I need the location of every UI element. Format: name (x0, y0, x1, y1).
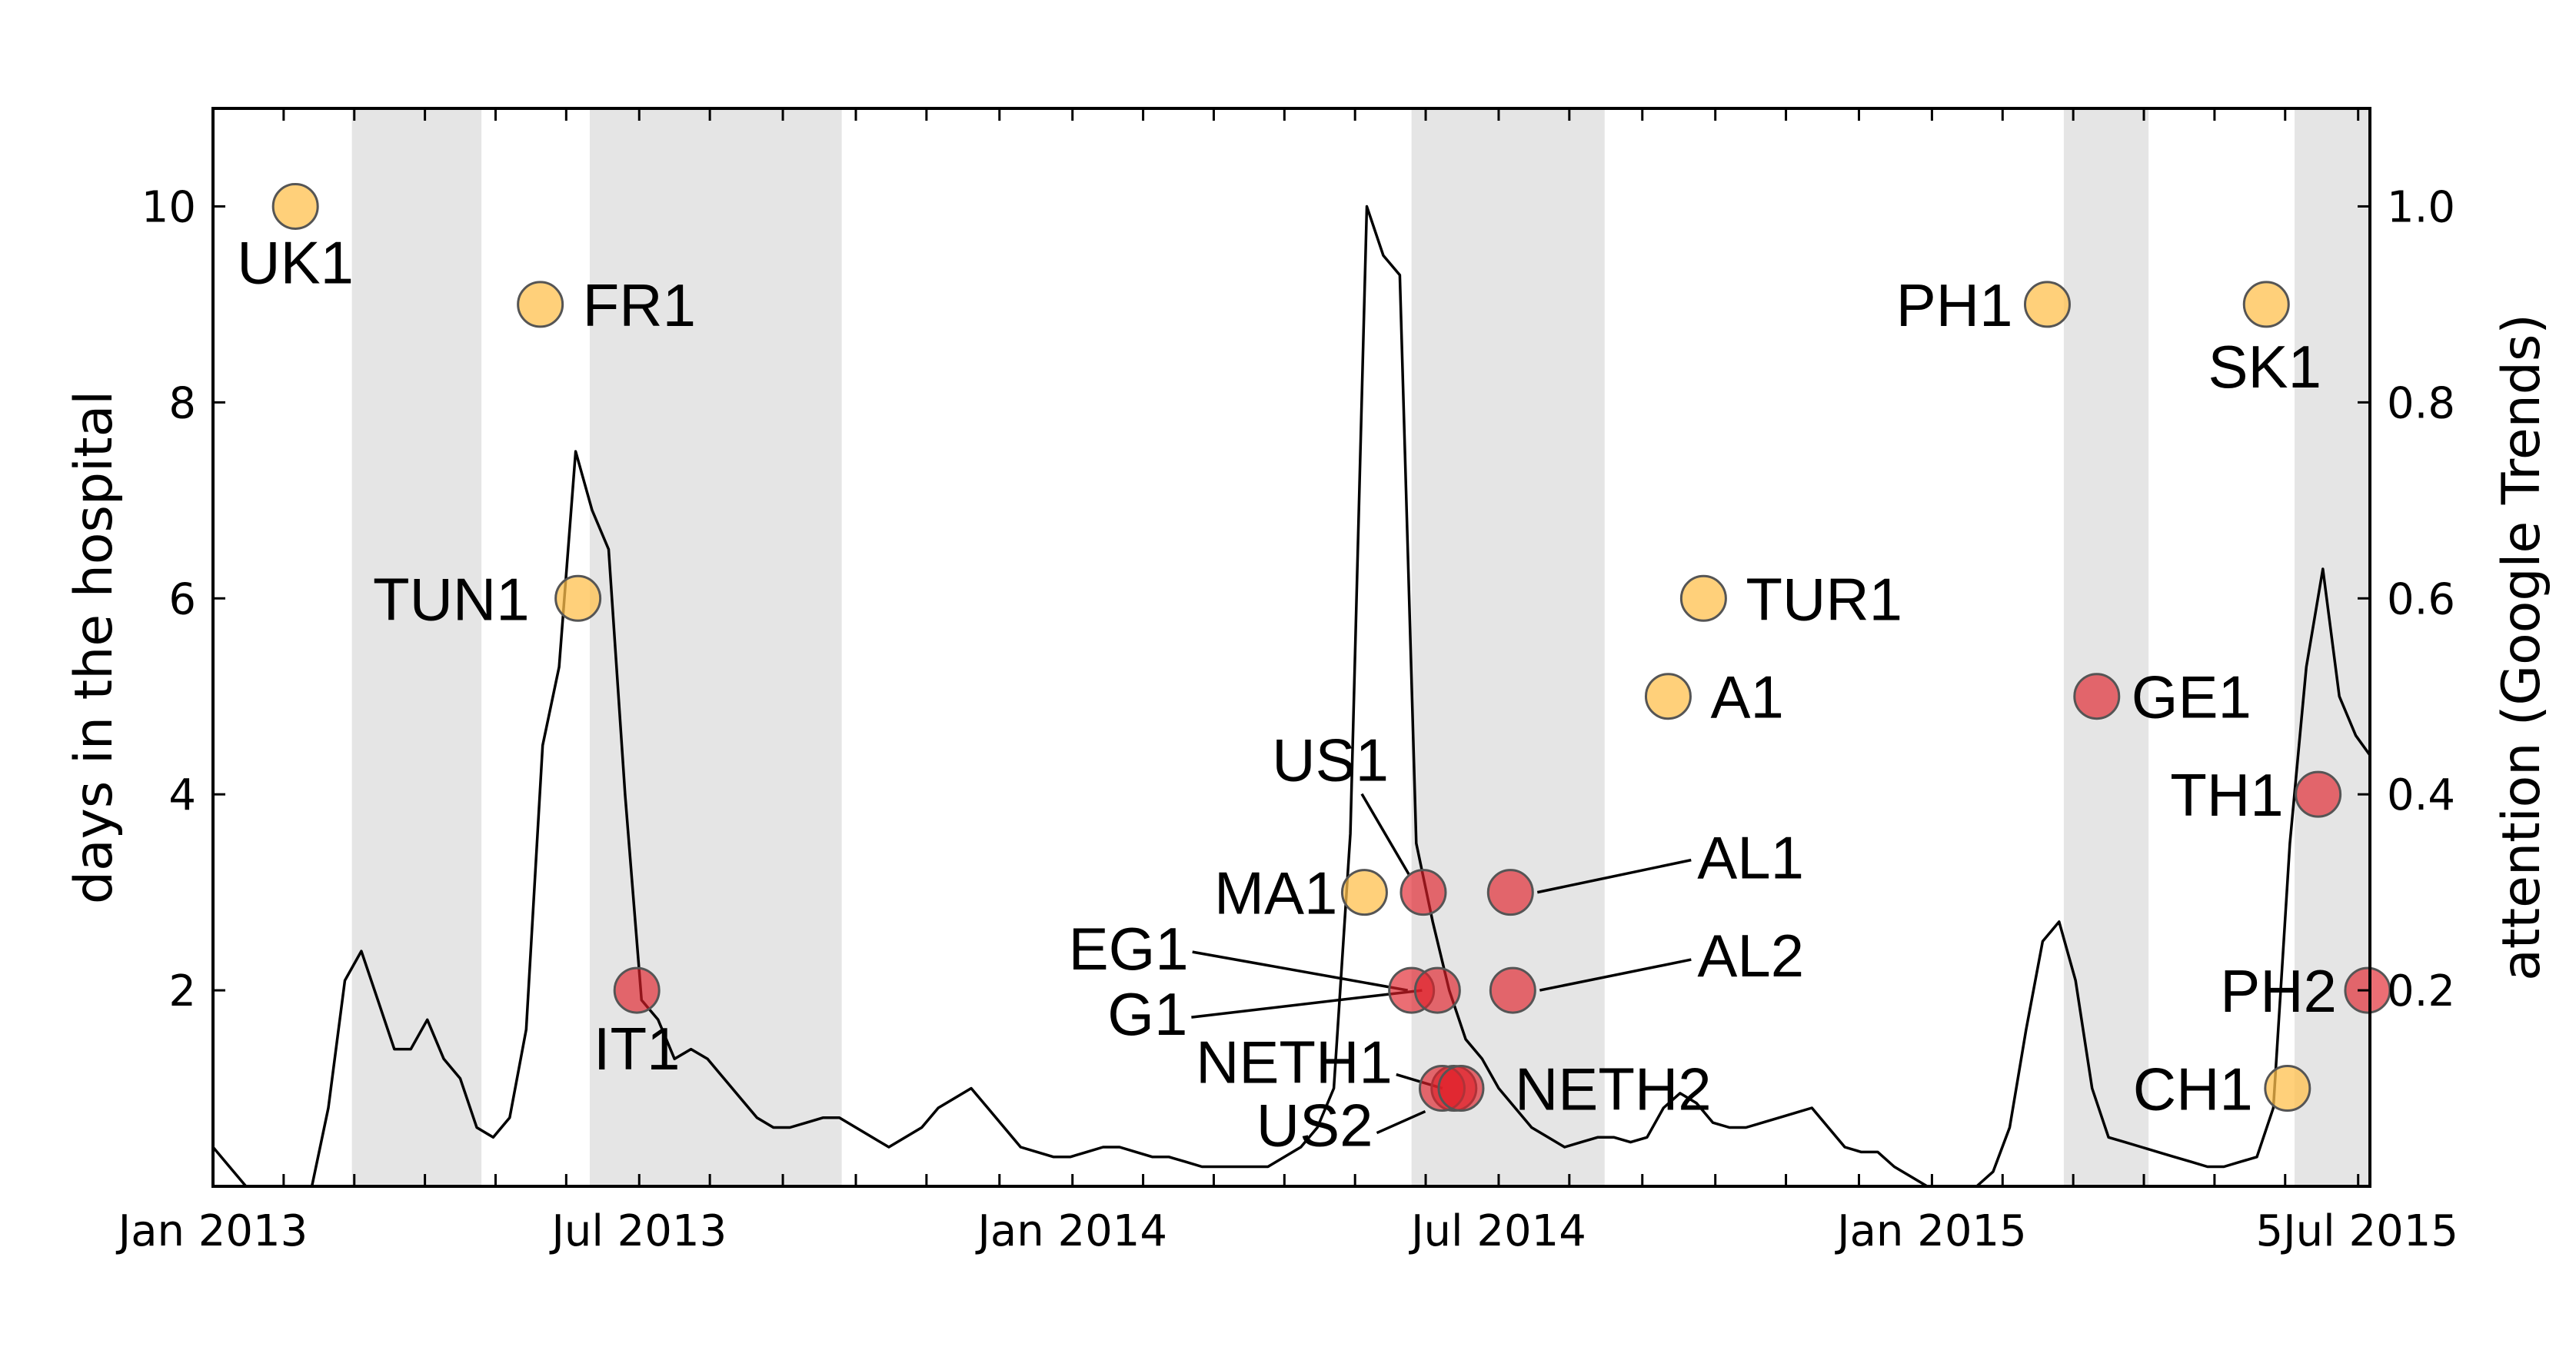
leader-eg1 (1192, 950, 1408, 992)
point-it1 (613, 966, 661, 1014)
y-tick-label-8: 8 (168, 378, 196, 428)
label-uk1: UK1 (237, 228, 354, 296)
label-neth2: NETH2 (1515, 1056, 1712, 1123)
y-axis-right: 0.2 0.4 0.6 0.8 1.0 (2358, 182, 2455, 1016)
point-ma1 (1340, 869, 1388, 916)
label-ph1: PH1 (1896, 271, 2013, 339)
y2-tick-label-2: 0.4 (2387, 770, 2455, 820)
point-ph1 (2023, 281, 2071, 328)
shaded-period-3 (1411, 108, 1605, 1186)
label-tur1: TUR1 (1746, 565, 1902, 633)
label-eg1: EG1 (1069, 915, 1189, 983)
y-tick-label-6: 6 (168, 574, 196, 624)
shaded-period-4 (2063, 108, 2149, 1186)
label-al2: AL2 (1697, 922, 1804, 989)
point-uk1 (271, 182, 319, 230)
point-neth2 (1437, 1065, 1485, 1113)
point-sk1 (2242, 281, 2290, 328)
label-ph2: PH2 (2220, 957, 2337, 1025)
y-axis-title: days in the hospital (64, 391, 125, 904)
label-us2: US2 (1256, 1092, 1373, 1159)
x-tick-label-6: 5Jul 2015 (2255, 1206, 2458, 1256)
y-tick-label-10: 10 (141, 182, 196, 232)
y2-tick-label-4: 0.8 (2387, 378, 2455, 428)
x-tick-label-3: Jan 2014 (975, 1206, 1167, 1256)
y-axis-left: 2 4 6 8 10 (141, 182, 225, 1016)
point-us1 (1399, 869, 1447, 916)
y-tick-label-2: 2 (168, 966, 196, 1016)
y2-tick-label-5: 1.0 (2387, 182, 2455, 232)
plot-frame (211, 107, 2371, 1188)
label-fr1: FR1 (583, 271, 696, 339)
point-ge1 (2073, 673, 2121, 720)
leader-al1 (1536, 858, 1692, 894)
y2-tick-label-1: 0.2 (2387, 966, 2455, 1016)
y2-axis-title: attention (Google Trends) (2491, 314, 2552, 981)
point-tun1 (554, 574, 602, 622)
label-ge1: GE1 (2132, 664, 2252, 731)
y-tick-label-4: 4 (168, 770, 196, 820)
label-tun1: TUN1 (373, 565, 530, 633)
label-sk1: SK1 (2208, 333, 2321, 401)
shaded-period-1 (351, 108, 482, 1186)
leader-g1 (1191, 989, 1423, 1019)
leader-al2 (1539, 958, 1692, 992)
label-it1: IT1 (594, 1015, 681, 1083)
point-a1 (1644, 673, 1692, 720)
leader-us1 (1360, 793, 1411, 876)
point-g1 (1413, 966, 1461, 1014)
label-a1: A1 (1710, 664, 1783, 731)
attention-trend-line (211, 205, 2371, 1188)
label-th1: TH1 (2170, 761, 2283, 829)
data-points (271, 182, 2391, 1113)
label-neth1: NETH1 (1196, 1029, 1393, 1096)
label-al1: AL1 (1697, 824, 1804, 892)
x-tick-label-2: Jul 2013 (549, 1206, 727, 1256)
point-fr1 (517, 281, 564, 328)
label-ch1: CH1 (2133, 1056, 2253, 1123)
leader-us2 (1376, 1109, 1426, 1135)
point-tur1 (1679, 574, 1727, 622)
label-ma1: MA1 (1214, 860, 1337, 927)
x-axis: Jan 2013 Jul 2013 Jan 2014 Jul 2014 Jan 2015… (116, 108, 2458, 1256)
x-tick-label-1: Jan 2013 (116, 1206, 308, 1256)
point-th1 (2295, 770, 2342, 818)
point-al2 (1489, 966, 1536, 1014)
point-al1 (1486, 869, 1534, 916)
label-g1: G1 (1107, 980, 1187, 1048)
label-us1: US1 (1272, 727, 1389, 794)
x-tick-label-4: Jul 2014 (1409, 1206, 1586, 1256)
x-tick-label-5: Jan 2015 (1835, 1206, 2027, 1256)
point-ch1 (2264, 1065, 2311, 1113)
y2-tick-label-3: 0.6 (2387, 574, 2455, 624)
